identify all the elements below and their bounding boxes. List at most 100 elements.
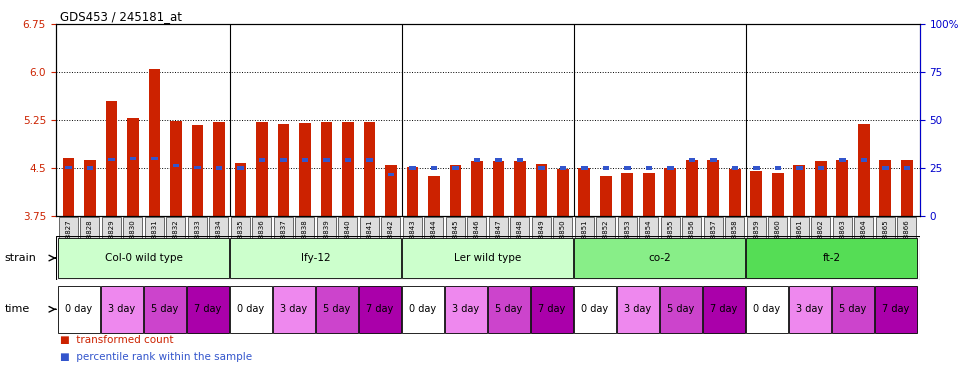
Bar bbox=[858, 124, 870, 216]
Text: GSM8860: GSM8860 bbox=[775, 219, 780, 253]
Text: 3 day: 3 day bbox=[108, 304, 135, 314]
FancyBboxPatch shape bbox=[144, 286, 186, 333]
Text: 5 day: 5 day bbox=[839, 304, 866, 314]
FancyBboxPatch shape bbox=[788, 286, 830, 333]
Bar bbox=[409, 166, 416, 170]
Bar bbox=[688, 158, 695, 162]
FancyBboxPatch shape bbox=[166, 217, 185, 257]
Bar bbox=[839, 158, 846, 162]
Text: GSM8835: GSM8835 bbox=[237, 219, 244, 253]
FancyBboxPatch shape bbox=[897, 217, 916, 257]
Text: ft-2: ft-2 bbox=[823, 253, 841, 263]
FancyBboxPatch shape bbox=[876, 217, 895, 257]
Bar bbox=[600, 176, 612, 216]
Text: GSM8855: GSM8855 bbox=[667, 219, 673, 253]
Bar bbox=[106, 101, 117, 216]
Text: GSM8850: GSM8850 bbox=[560, 219, 565, 253]
FancyBboxPatch shape bbox=[875, 286, 917, 333]
Text: 3 day: 3 day bbox=[452, 304, 479, 314]
Text: 3 day: 3 day bbox=[624, 304, 651, 314]
Text: 7 day: 7 day bbox=[710, 304, 737, 314]
Bar bbox=[406, 167, 419, 216]
Bar bbox=[301, 158, 308, 162]
FancyBboxPatch shape bbox=[703, 286, 745, 333]
Bar bbox=[152, 157, 157, 160]
FancyBboxPatch shape bbox=[317, 217, 336, 257]
Text: GSM8837: GSM8837 bbox=[280, 219, 286, 253]
FancyBboxPatch shape bbox=[296, 217, 314, 257]
FancyBboxPatch shape bbox=[360, 217, 378, 257]
Text: GSM8828: GSM8828 bbox=[87, 219, 93, 253]
Bar bbox=[127, 118, 139, 216]
Text: time: time bbox=[5, 304, 30, 314]
Text: 7 day: 7 day bbox=[366, 304, 394, 314]
Bar bbox=[882, 166, 889, 170]
Bar bbox=[213, 122, 225, 216]
FancyBboxPatch shape bbox=[229, 286, 272, 333]
Text: ■  transformed count: ■ transformed count bbox=[60, 335, 174, 345]
Bar bbox=[300, 123, 311, 216]
FancyBboxPatch shape bbox=[574, 286, 615, 333]
Text: GSM8839: GSM8839 bbox=[324, 219, 329, 253]
Bar bbox=[879, 160, 891, 216]
Bar bbox=[277, 124, 289, 216]
Bar bbox=[237, 166, 244, 170]
FancyBboxPatch shape bbox=[532, 217, 551, 257]
FancyBboxPatch shape bbox=[832, 217, 852, 257]
Text: 5 day: 5 day bbox=[495, 304, 522, 314]
Text: GSM8827: GSM8827 bbox=[65, 219, 72, 253]
Text: GSM8832: GSM8832 bbox=[173, 219, 179, 253]
Text: GSM8838: GSM8838 bbox=[302, 219, 308, 253]
Text: GSM8829: GSM8829 bbox=[108, 219, 114, 253]
Text: GSM8843: GSM8843 bbox=[410, 219, 416, 253]
Bar bbox=[667, 166, 674, 170]
FancyBboxPatch shape bbox=[617, 217, 636, 257]
Text: GSM8861: GSM8861 bbox=[797, 219, 803, 253]
Bar bbox=[449, 165, 462, 216]
Text: GSM8862: GSM8862 bbox=[818, 219, 824, 253]
FancyBboxPatch shape bbox=[704, 217, 723, 257]
Bar bbox=[708, 160, 719, 216]
Bar bbox=[836, 160, 849, 216]
FancyBboxPatch shape bbox=[683, 217, 701, 257]
Text: GSM8830: GSM8830 bbox=[130, 219, 136, 253]
Text: GSM8845: GSM8845 bbox=[452, 219, 459, 253]
FancyBboxPatch shape bbox=[511, 217, 529, 257]
Bar bbox=[84, 160, 96, 216]
Text: GSM8854: GSM8854 bbox=[646, 219, 652, 253]
FancyBboxPatch shape bbox=[553, 217, 572, 257]
Bar bbox=[280, 158, 287, 162]
FancyBboxPatch shape bbox=[230, 217, 250, 257]
Bar bbox=[818, 166, 824, 170]
Text: GSM8859: GSM8859 bbox=[754, 219, 759, 253]
Bar bbox=[775, 166, 781, 170]
Bar bbox=[173, 164, 180, 167]
FancyBboxPatch shape bbox=[596, 217, 615, 257]
Bar bbox=[860, 158, 867, 162]
Bar bbox=[686, 160, 698, 216]
Bar bbox=[259, 158, 265, 162]
Text: GSM8846: GSM8846 bbox=[474, 219, 480, 253]
Bar bbox=[428, 176, 440, 216]
FancyBboxPatch shape bbox=[854, 217, 873, 257]
Text: 7 day: 7 day bbox=[539, 304, 565, 314]
Text: GSM8863: GSM8863 bbox=[839, 219, 846, 253]
Bar bbox=[345, 158, 351, 162]
FancyBboxPatch shape bbox=[81, 217, 99, 257]
FancyBboxPatch shape bbox=[403, 217, 421, 257]
Text: GSM8836: GSM8836 bbox=[259, 219, 265, 253]
Bar bbox=[385, 165, 396, 216]
Bar bbox=[256, 122, 268, 216]
Bar bbox=[324, 158, 329, 162]
Bar bbox=[86, 166, 93, 170]
Bar bbox=[65, 165, 72, 169]
Text: GSM8844: GSM8844 bbox=[431, 219, 437, 253]
Text: co-2: co-2 bbox=[648, 253, 671, 263]
FancyBboxPatch shape bbox=[616, 286, 659, 333]
Text: 7 day: 7 day bbox=[194, 304, 222, 314]
Bar bbox=[108, 158, 115, 161]
Bar bbox=[903, 166, 910, 170]
Bar bbox=[492, 161, 504, 216]
FancyBboxPatch shape bbox=[574, 238, 745, 278]
Text: GSM8841: GSM8841 bbox=[367, 219, 372, 253]
